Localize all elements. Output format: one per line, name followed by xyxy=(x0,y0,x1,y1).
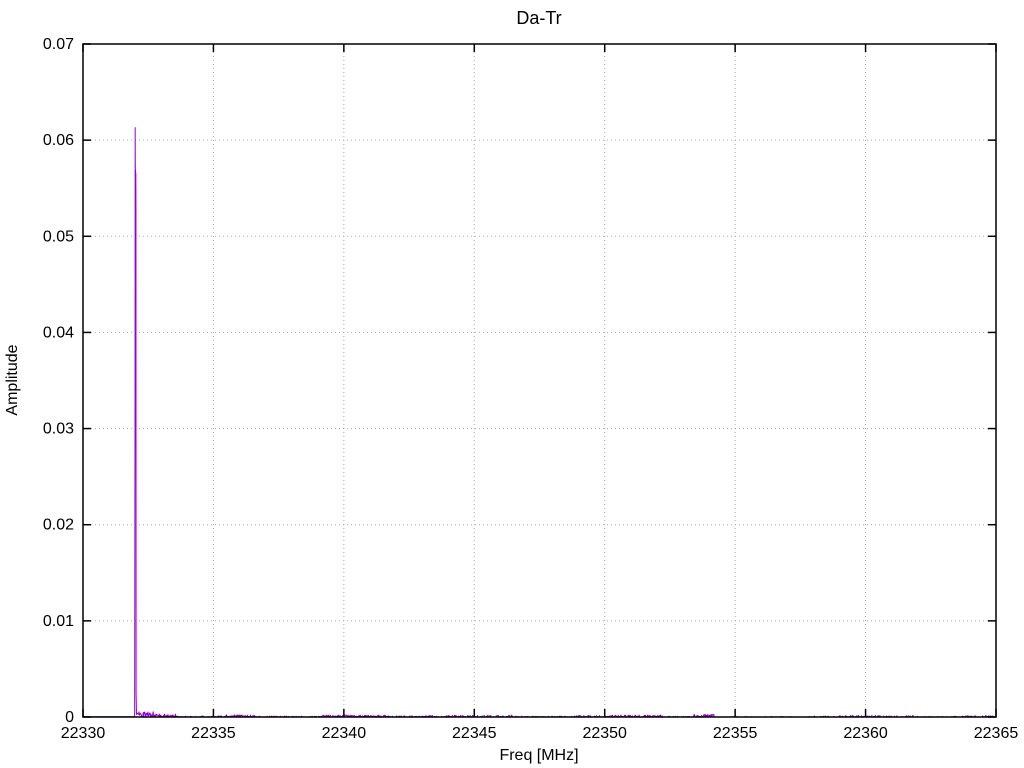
x-tick-label: 22330 xyxy=(61,725,106,742)
y-tick-label: 0.05 xyxy=(43,228,74,245)
x-tick-label: 22345 xyxy=(452,725,497,742)
y-axis-label: Amplitude xyxy=(4,344,21,415)
spectrum-trace xyxy=(83,127,997,718)
y-tick-label: 0 xyxy=(65,709,74,726)
chart-title: Da-Tr xyxy=(516,8,561,28)
data-trace-layer xyxy=(83,127,997,718)
x-tick-label: 22335 xyxy=(191,725,236,742)
y-tick-label: 0.04 xyxy=(43,324,74,341)
y-tick-label: 0.01 xyxy=(43,613,74,630)
y-tick-label: 0.06 xyxy=(43,132,74,149)
plot-border-layer xyxy=(82,43,997,718)
x-tick-label: 22340 xyxy=(322,725,367,742)
grid-lines xyxy=(83,44,996,717)
x-tick-label: 22365 xyxy=(974,725,1019,742)
tick-labels-layer: 22330 22335 22340 22345 22350 22355 22360 22365… xyxy=(43,36,1018,742)
y-tick-label: 0.02 xyxy=(43,517,74,534)
y-tick-label: 0.03 xyxy=(43,421,74,438)
tick-marks-layer xyxy=(82,43,997,718)
x-tick-label: 22355 xyxy=(713,725,758,742)
plot-border xyxy=(82,43,997,718)
y-tick-label: 0.07 xyxy=(43,36,74,53)
x-tick-label: 22360 xyxy=(843,725,888,742)
x-axis-label: Freq [MHz] xyxy=(499,747,578,764)
x-tick-label: 22350 xyxy=(582,725,627,742)
